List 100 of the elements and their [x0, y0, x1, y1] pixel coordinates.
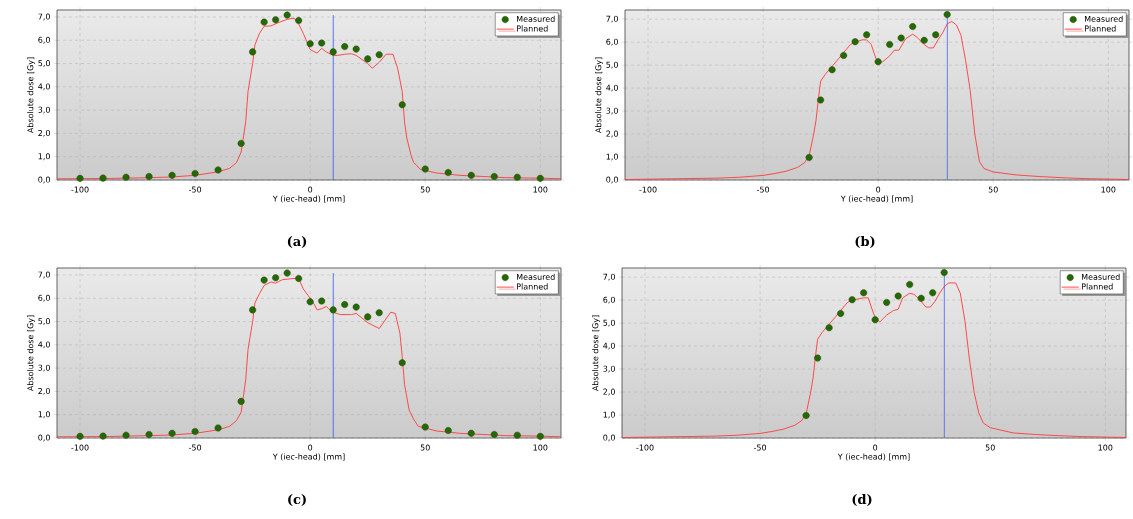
point [260, 18, 268, 26]
x-tick-label: 50 [988, 186, 998, 193]
x-tick-label: 50 [985, 444, 995, 451]
point [906, 281, 914, 289]
legend-label: Measured [516, 273, 555, 280]
point [295, 16, 303, 24]
point [513, 173, 521, 181]
x-tick-label: -100 [71, 444, 89, 451]
point [168, 429, 176, 437]
x-tick-label: -100 [71, 186, 89, 193]
legend-label: Planned [516, 283, 548, 290]
y-tick-label: 5,0 [603, 319, 615, 327]
y-tick-label: 5,0 [38, 318, 50, 325]
x-tick-label: -50 [756, 186, 770, 193]
point [920, 36, 928, 44]
x-tick-label: 100 [1101, 186, 1116, 193]
x-tick-label: 100 [533, 186, 548, 193]
legend-label: Planned [1081, 283, 1113, 290]
point [871, 316, 879, 324]
point [398, 359, 406, 367]
point [444, 427, 452, 435]
point [237, 139, 245, 147]
point [260, 276, 268, 284]
point [837, 309, 845, 317]
point [848, 296, 856, 304]
point [352, 45, 360, 53]
point [817, 96, 825, 104]
y-axis-title: Absolute dose [Gy] [595, 57, 603, 134]
point [814, 354, 822, 362]
point [329, 48, 337, 56]
x-axis-title: Y (iec-head) [mm] [840, 195, 913, 203]
point [897, 34, 905, 42]
y-tick-label: 1,0 [38, 153, 50, 161]
point [168, 171, 176, 179]
point [249, 48, 257, 56]
point [283, 11, 291, 19]
x-tick-label: -100 [636, 444, 654, 451]
point [375, 51, 383, 59]
point [364, 55, 372, 63]
line-series [622, 282, 1126, 438]
y-tick-label: 5,0 [606, 61, 618, 69]
point [467, 171, 475, 179]
point [99, 432, 107, 440]
y-axis-title: Absolute dose [Gy] [592, 315, 600, 392]
point [375, 309, 383, 317]
point [352, 303, 360, 311]
point [76, 174, 84, 182]
x-tick-label: -100 [639, 186, 657, 193]
y-tick-label: 7,0 [603, 273, 615, 281]
point [894, 292, 902, 300]
legend-label: Measured [1081, 273, 1120, 280]
point [863, 31, 871, 39]
point [295, 274, 303, 282]
y-tick-label: 1,0 [603, 411, 615, 419]
x-tick-label: 50 [420, 444, 430, 451]
y-tick-label: 0,0 [38, 176, 50, 184]
point [490, 430, 498, 438]
point [364, 313, 372, 321]
y-tick-label: 4,0 [38, 83, 50, 91]
point [917, 294, 925, 302]
y-tick-label: 7,0 [38, 271, 50, 279]
point [214, 424, 222, 432]
x-tick-label: 0 [873, 444, 878, 451]
point [191, 427, 199, 435]
point [145, 430, 153, 438]
y-tick-label: 3,0 [38, 364, 50, 372]
point [421, 423, 429, 431]
point [886, 40, 894, 48]
y-tick-label: 1,0 [38, 411, 50, 419]
y-tick-label: 0,0 [38, 434, 50, 442]
point [828, 66, 836, 74]
y-tick-label: 2,0 [38, 387, 50, 395]
point [802, 411, 810, 419]
y-tick-label: 3,0 [603, 365, 615, 373]
y-tick-label: 3,0 [606, 107, 618, 115]
y-tick-label: 6,0 [606, 38, 618, 46]
point [249, 306, 257, 314]
x-axis-title: Y (iec-head) [mm] [837, 453, 910, 461]
x-tick-label: -50 [753, 444, 767, 451]
point [536, 174, 544, 182]
legend-label: Planned [516, 25, 548, 32]
y-tick-label: 5,0 [38, 60, 50, 67]
text: (d) [852, 494, 872, 506]
point [122, 173, 130, 181]
text: (a) [287, 236, 307, 248]
y-tick-label: 0,0 [606, 176, 618, 184]
point [536, 432, 544, 440]
point [932, 31, 940, 39]
y-tick-label: 2,0 [38, 129, 50, 137]
point [467, 429, 475, 437]
point [306, 298, 314, 306]
point [825, 324, 833, 332]
y-tick-label: 7,0 [38, 13, 50, 21]
text: (c) [288, 494, 306, 506]
point [329, 306, 337, 314]
point [99, 174, 107, 182]
point [513, 431, 521, 439]
point [940, 269, 948, 277]
point [929, 289, 937, 297]
y-tick-label: 6,0 [38, 36, 50, 44]
